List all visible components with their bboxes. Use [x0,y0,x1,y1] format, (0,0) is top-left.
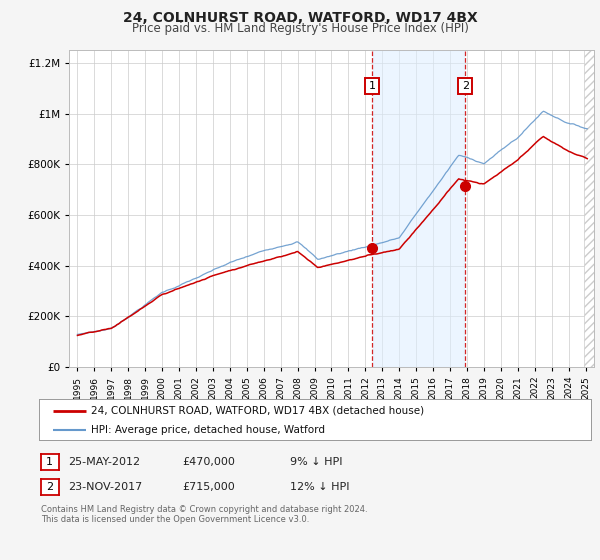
Text: 2: 2 [462,81,469,91]
Text: 1: 1 [46,457,53,467]
Text: 25-MAY-2012: 25-MAY-2012 [68,457,140,467]
Text: Price paid vs. HM Land Registry's House Price Index (HPI): Price paid vs. HM Land Registry's House … [131,22,469,35]
Text: £715,000: £715,000 [182,482,235,492]
Text: Contains HM Land Registry data © Crown copyright and database right 2024.: Contains HM Land Registry data © Crown c… [41,505,367,514]
Text: 24, COLNHURST ROAD, WATFORD, WD17 4BX: 24, COLNHURST ROAD, WATFORD, WD17 4BX [122,11,478,25]
Text: 12% ↓ HPI: 12% ↓ HPI [290,482,349,492]
Text: This data is licensed under the Open Government Licence v3.0.: This data is licensed under the Open Gov… [41,515,309,524]
Text: £470,000: £470,000 [182,457,235,467]
Text: 9% ↓ HPI: 9% ↓ HPI [290,457,342,467]
Text: 1: 1 [368,81,376,91]
Text: HPI: Average price, detached house, Watford: HPI: Average price, detached house, Watf… [91,424,325,435]
Text: 23-NOV-2017: 23-NOV-2017 [68,482,142,492]
Text: 2: 2 [46,482,53,492]
Text: 24, COLNHURST ROAD, WATFORD, WD17 4BX (detached house): 24, COLNHURST ROAD, WATFORD, WD17 4BX (d… [91,405,425,416]
